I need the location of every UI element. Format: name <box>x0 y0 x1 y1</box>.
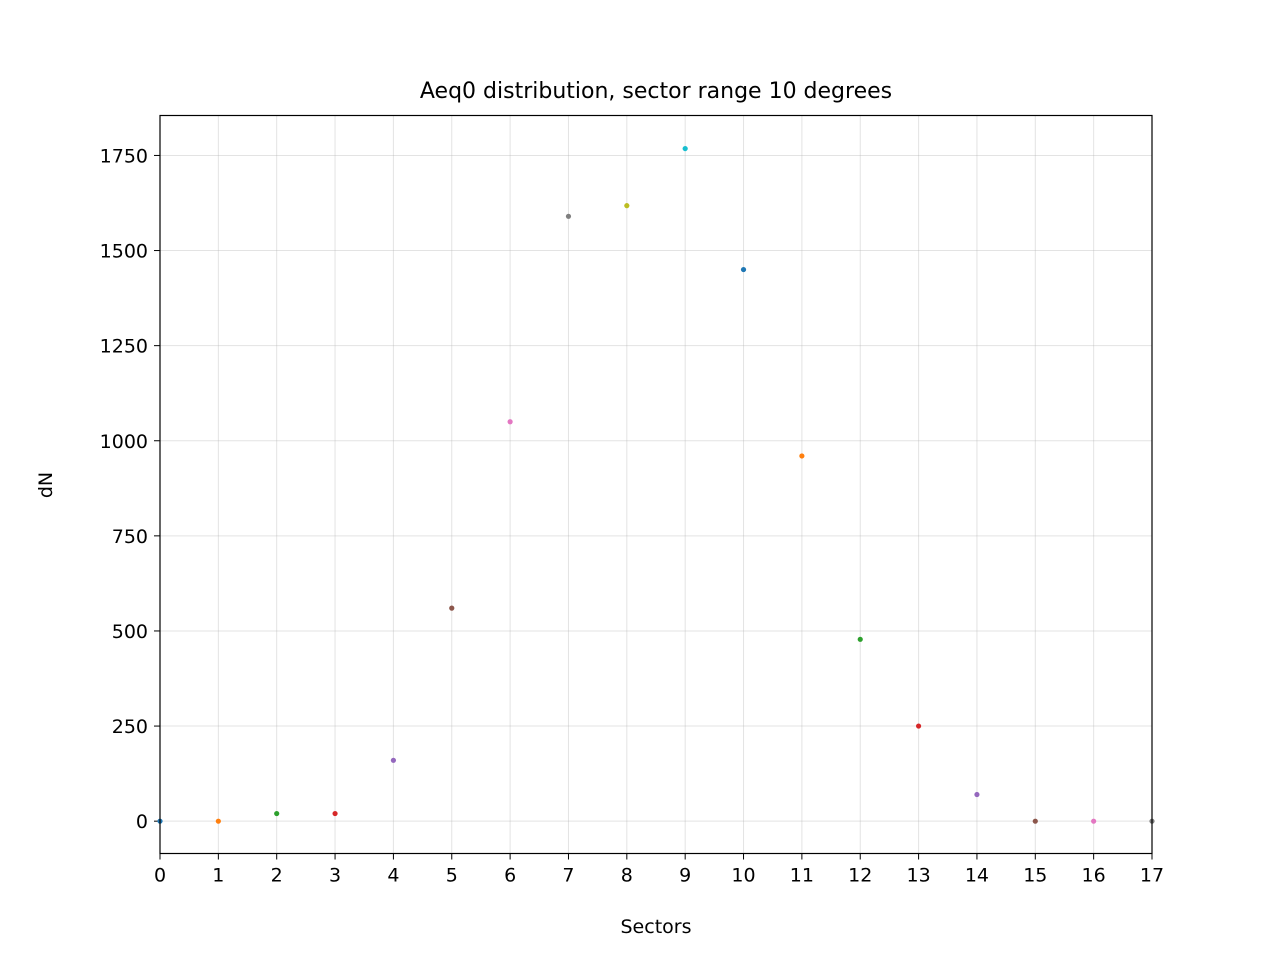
data-point <box>507 419 513 425</box>
axis-ticks: 0 1 2 3 4 5 6 7 8 9 10 11 12 13 14 15 16 1702505007501000… <box>100 145 1164 886</box>
plot-frame <box>159 114 1153 855</box>
x-tick-label: 0 <box>154 865 166 887</box>
x-tick-label: 1 <box>212 865 224 887</box>
y-tick-label: 1000 <box>100 431 148 453</box>
data-point <box>390 757 397 763</box>
grid <box>159 115 1153 854</box>
x-tick-label: 14 <box>965 865 989 887</box>
data-point <box>915 723 922 729</box>
data-point <box>740 266 747 273</box>
data-point <box>215 818 221 824</box>
x-tick-label: 13 <box>906 865 930 887</box>
data-point <box>1032 818 1038 824</box>
y-tick-label: 500 <box>112 621 148 643</box>
x-tick-label: 6 <box>504 865 516 887</box>
x-tick-label: 17 <box>1140 865 1164 887</box>
y-tick-label: 1250 <box>100 336 148 358</box>
x-tick-label: 16 <box>1082 865 1106 887</box>
data-point <box>799 453 805 459</box>
x-tick-label: 7 <box>562 865 574 887</box>
data-point <box>974 791 980 798</box>
x-tick-label: 5 <box>446 865 458 887</box>
data-point <box>624 203 630 209</box>
y-tick-label: 0 <box>136 811 148 833</box>
data-point <box>682 145 688 152</box>
data-point <box>332 810 338 817</box>
data-point <box>565 213 572 219</box>
data-point <box>449 605 455 611</box>
chart-title: Aeq0 distribution, sector range 10 degre… <box>420 79 892 104</box>
y-tick-label: 750 <box>112 526 148 548</box>
data-points <box>157 145 1155 824</box>
x-axis-label: Sectors <box>621 916 692 938</box>
data-point <box>857 636 863 642</box>
x-tick-label: 10 <box>731 865 755 887</box>
x-tick-label: 3 <box>329 865 341 887</box>
x-tick-label: 8 <box>621 865 633 887</box>
y-tick-label: 250 <box>112 716 148 738</box>
data-point <box>274 810 280 817</box>
x-tick-label: 15 <box>1023 865 1047 887</box>
x-tick-label: 4 <box>387 865 399 887</box>
y-tick-label: 1500 <box>100 241 148 263</box>
x-tick-label: 9 <box>679 865 691 887</box>
data-point <box>1091 818 1097 824</box>
x-tick-label: 12 <box>848 865 872 887</box>
y-tick-label: 1750 <box>100 145 148 167</box>
y-axis-label: dN <box>35 472 57 498</box>
x-tick-label: 11 <box>790 865 814 887</box>
x-tick-label: 2 <box>271 865 283 887</box>
